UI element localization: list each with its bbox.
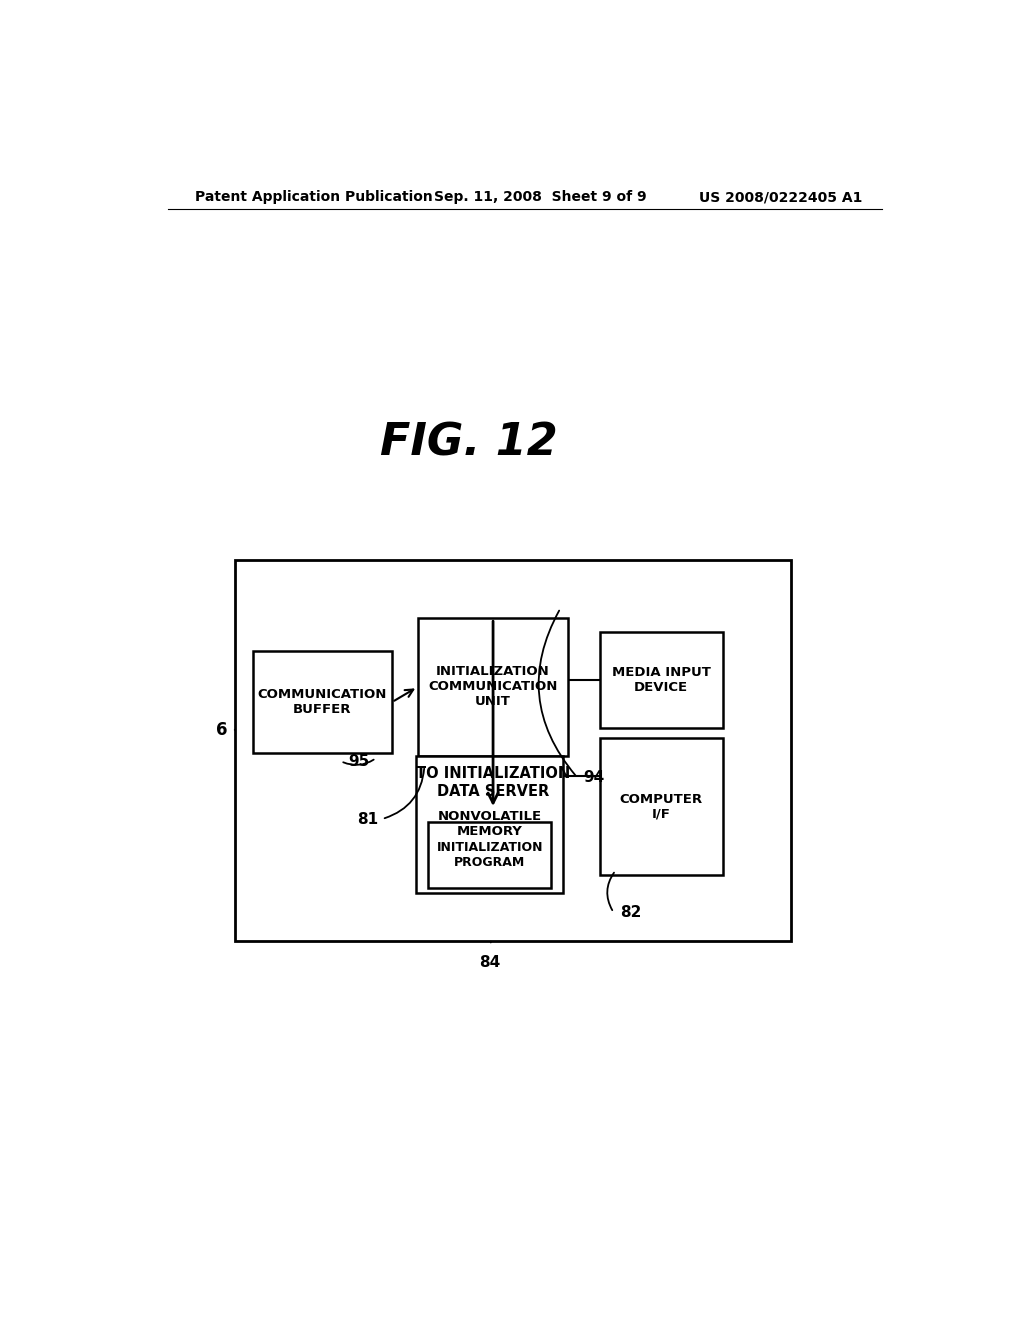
- Bar: [417, 755, 563, 892]
- Text: TO INITIALIZATION
DATA SERVER: TO INITIALIZATION DATA SERVER: [416, 767, 570, 799]
- Text: INITIALIZATION
PROGRAM: INITIALIZATION PROGRAM: [436, 841, 543, 869]
- Text: 81: 81: [356, 812, 378, 826]
- Bar: [418, 618, 568, 755]
- Text: 94: 94: [584, 770, 605, 785]
- Text: NONVOLATILE
MEMORY: NONVOLATILE MEMORY: [438, 810, 542, 838]
- Bar: [600, 738, 723, 875]
- Text: 95: 95: [348, 754, 370, 768]
- Text: Patent Application Publication: Patent Application Publication: [196, 190, 433, 205]
- Text: COMMUNICATION
BUFFER: COMMUNICATION BUFFER: [258, 688, 387, 717]
- Text: FIG. 12: FIG. 12: [380, 421, 558, 465]
- Text: 82: 82: [620, 906, 641, 920]
- Text: US 2008/0222405 A1: US 2008/0222405 A1: [699, 190, 863, 205]
- Text: INITIALIZATION
COMMUNICATION
UNIT: INITIALIZATION COMMUNICATION UNIT: [428, 665, 558, 709]
- Text: 84: 84: [479, 956, 501, 970]
- Bar: [428, 821, 551, 887]
- Text: COMPUTER
I/F: COMPUTER I/F: [620, 793, 702, 821]
- Text: Sep. 11, 2008  Sheet 9 of 9: Sep. 11, 2008 Sheet 9 of 9: [433, 190, 646, 205]
- Text: 6: 6: [216, 721, 227, 739]
- Bar: [253, 651, 392, 752]
- Bar: [236, 560, 791, 941]
- Text: MEDIA INPUT
DEVICE: MEDIA INPUT DEVICE: [612, 665, 711, 694]
- Bar: [600, 631, 723, 729]
